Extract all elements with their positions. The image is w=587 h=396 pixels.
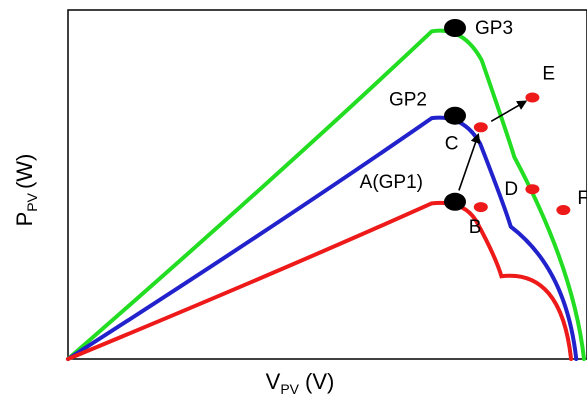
plot-frame <box>67 9 587 360</box>
operating-point-marker <box>556 205 571 216</box>
point-label: D <box>504 179 518 200</box>
operating-point-marker <box>473 122 488 133</box>
point-label: A(GP1) <box>360 172 423 193</box>
point-label: GP3 <box>475 18 513 39</box>
operating-point-marker <box>525 184 540 195</box>
curve-gp1 <box>66 200 574 361</box>
transition-arrow <box>458 132 481 191</box>
curve-gp2 <box>66 115 579 361</box>
y-axis-title: PPV(W) <box>12 154 40 227</box>
point-label: C <box>445 133 459 154</box>
operating-point-marker <box>473 202 488 213</box>
point-label: B <box>469 217 482 238</box>
point-label: GP2 <box>389 90 427 111</box>
global-peak-marker <box>444 106 466 125</box>
point-label: F <box>577 188 587 209</box>
point-label: E <box>542 64 555 85</box>
global-peak-marker <box>444 192 466 211</box>
x-axis-title: VPV (V) <box>266 369 335 396</box>
global-peak-marker <box>444 19 466 37</box>
curve-gp3 <box>66 28 586 361</box>
transition-arrow <box>490 100 528 122</box>
operating-point-marker <box>525 92 540 103</box>
